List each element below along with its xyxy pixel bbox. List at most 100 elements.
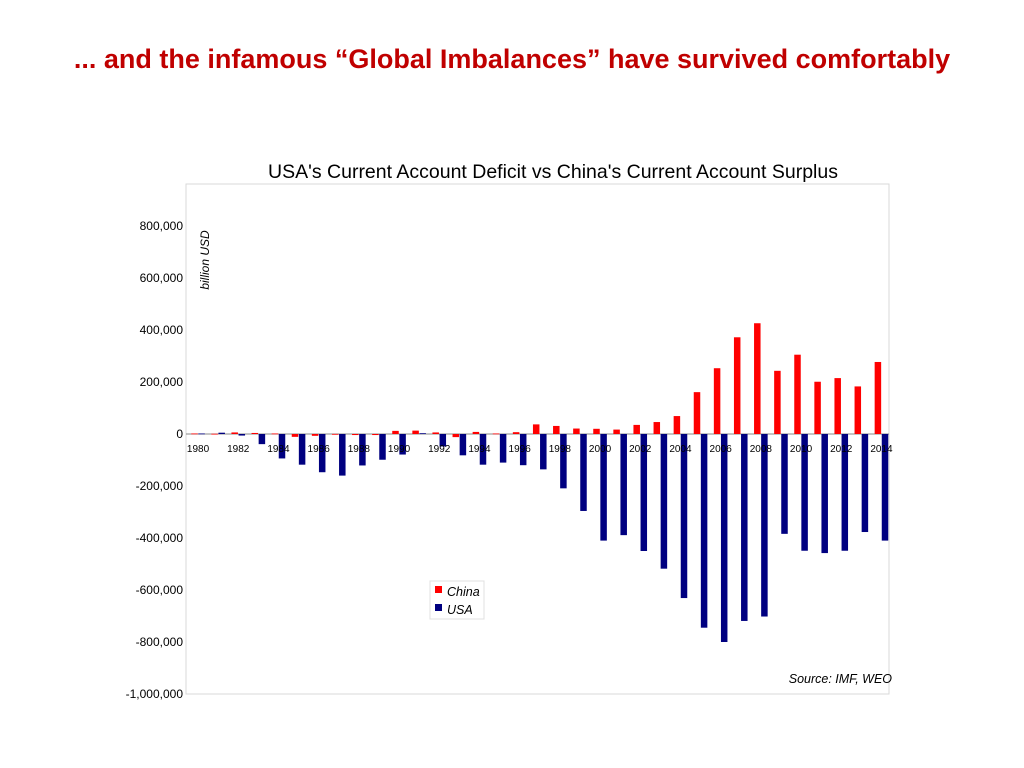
y-tick-label: 800,000: [140, 219, 184, 233]
bar-usa-2007: [741, 434, 748, 621]
y-tick-label: -600,000: [136, 583, 184, 597]
bar-china-2005: [693, 392, 701, 434]
bar-usa-1981: [218, 432, 225, 434]
bar-china-1989: [372, 434, 379, 436]
bar-usa-1980: [198, 433, 205, 435]
bar-usa-1995: [499, 434, 507, 463]
legend-swatch-china: [435, 586, 442, 593]
bar-china-1996: [512, 432, 520, 434]
bar-china-2003: [653, 422, 661, 434]
bar-china-2008: [754, 323, 761, 434]
slide-title: ... and the infamous “Global Imbalances”…: [73, 44, 951, 74]
x-tick-label-2006: 2006: [710, 444, 733, 455]
bar-china-1998: [553, 425, 560, 434]
bar-usa-2011: [821, 434, 828, 554]
bar-usa-1998: [560, 434, 567, 489]
bar-china-1986: [311, 434, 319, 436]
legend: China USA: [429, 580, 485, 620]
bar-usa-1988: [359, 434, 366, 466]
bar-usa-2002: [640, 434, 648, 551]
bar-usa-2003: [660, 434, 668, 569]
bar-usa-1982: [238, 434, 246, 436]
bar-china-1994: [472, 431, 480, 434]
x-tick-label-1980: 1980: [187, 444, 210, 455]
x-tick-label-2000: 2000: [589, 444, 612, 455]
x-tick-label-1988: 1988: [348, 444, 371, 455]
bar-usa-1997: [540, 434, 547, 470]
bar-usa-1999: [580, 434, 587, 511]
source-annotation: Source: IMF, WEO: [789, 672, 893, 686]
x-tick-label-2014: 2014: [870, 444, 893, 455]
bar-china-2012: [834, 378, 841, 434]
bar-usa-2004: [680, 434, 688, 599]
bar-china-1981: [211, 433, 218, 435]
bar-china-2006: [713, 368, 721, 434]
x-tick-label-2002: 2002: [629, 444, 652, 455]
bar-china-1993: [452, 434, 460, 438]
y-tick-label: 400,000: [140, 323, 184, 337]
bar-china-1985: [291, 434, 299, 437]
bar-china-1983: [251, 432, 259, 434]
bar-china-1992: [432, 432, 439, 434]
chart-title: USA's Current Account Deficit vs China's…: [268, 161, 838, 183]
bar-usa-1994: [479, 434, 487, 465]
bar-usa-1991: [419, 433, 426, 435]
bar-china-2001: [613, 429, 620, 434]
bar-china-1980: [191, 433, 198, 435]
bar-usa-2009: [781, 434, 788, 534]
bar-china-1982: [231, 432, 238, 434]
bar-usa-2005: [700, 434, 708, 628]
y-tick-label: 0: [176, 427, 183, 441]
bar-china-1990: [392, 430, 399, 434]
bar-china-1987: [331, 433, 339, 435]
bar-china-2000: [593, 428, 600, 434]
x-tick-label-1994: 1994: [468, 444, 491, 455]
bar-china-2009: [774, 370, 781, 434]
bar-usa-1984: [278, 434, 286, 459]
x-tick-label-1990: 1990: [388, 444, 411, 455]
legend-label-usa: USA: [447, 603, 473, 617]
x-tick-label-1992: 1992: [428, 444, 451, 455]
y-tick-label: -1,000,000: [126, 687, 184, 701]
bar-china-2014: [874, 361, 882, 434]
bar-usa-2000: [600, 434, 607, 541]
bar-usa-2008: [761, 434, 768, 617]
bar-china-2010: [794, 354, 801, 434]
bar-usa-2013: [861, 434, 869, 533]
bar-china-1999: [573, 428, 580, 434]
x-tick-label-1982: 1982: [227, 444, 250, 455]
bar-usa-1987: [339, 434, 346, 476]
bar-china-2013: [854, 386, 862, 434]
x-tick-label-1996: 1996: [509, 444, 532, 455]
bar-china-1991: [412, 430, 419, 434]
bar-usa-2010: [801, 434, 808, 551]
x-tick-label-1986: 1986: [308, 444, 331, 455]
bar-usa-1989: [379, 434, 386, 460]
bar-usa-1992: [439, 434, 447, 447]
bar-usa-1986: [318, 434, 326, 473]
bar-china-1997: [532, 424, 540, 434]
bar-usa-2001: [620, 434, 627, 536]
legend-label-china: China: [447, 585, 480, 599]
bars: [191, 323, 889, 642]
legend-swatch-usa: [435, 604, 442, 611]
bar-usa-2006: [720, 434, 728, 642]
y-tick-label: -200,000: [136, 479, 184, 493]
y-tick-label: 600,000: [140, 271, 184, 285]
bar-usa-2014: [881, 434, 889, 541]
bar-china-1995: [492, 433, 500, 435]
y-tick-label: -400,000: [136, 531, 184, 545]
y-tick-label: -800,000: [136, 635, 184, 649]
x-tick-label-1984: 1984: [267, 444, 290, 455]
bar-china-2004: [673, 416, 681, 434]
bar-usa-1993: [459, 434, 467, 456]
bar-china-2002: [633, 424, 640, 434]
bar-usa-1985: [298, 434, 306, 465]
bar-usa-1990: [399, 434, 406, 455]
bar-usa-2012: [841, 434, 849, 551]
bar-usa-1996: [519, 434, 527, 466]
bar-china-2007: [733, 337, 741, 434]
y-axis-label: billion USD: [198, 230, 212, 290]
x-tick-label-2010: 2010: [790, 444, 813, 455]
